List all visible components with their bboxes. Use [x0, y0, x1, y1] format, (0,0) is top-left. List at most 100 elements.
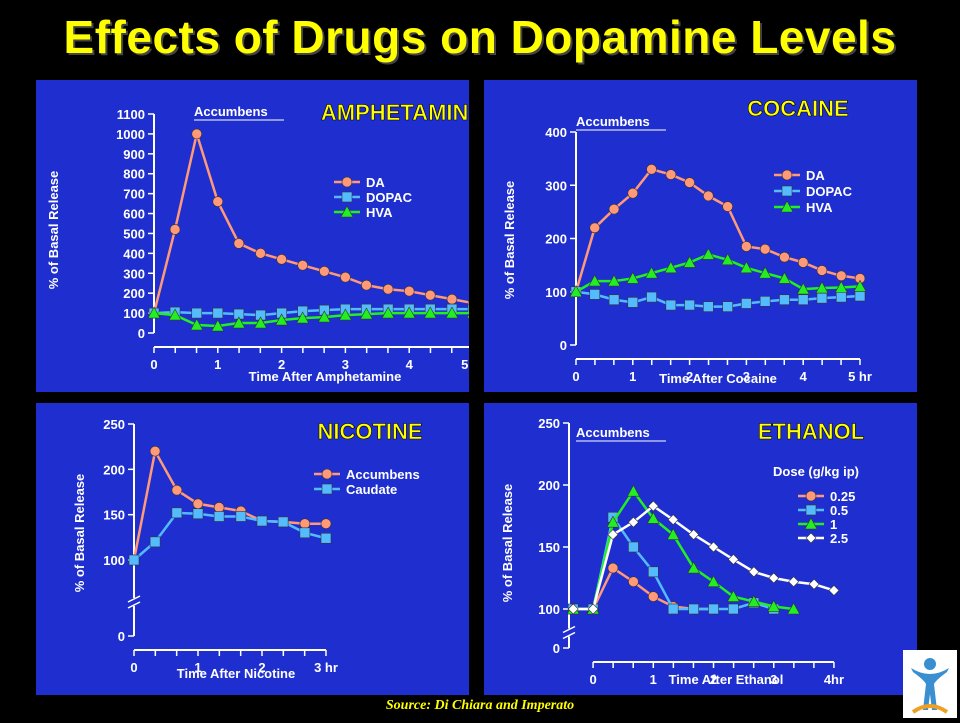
data-point: [688, 603, 699, 615]
data-point: [128, 554, 140, 566]
data-point: [319, 265, 330, 277]
legend-marker: [321, 483, 333, 495]
y-tick-label: 150: [103, 508, 125, 523]
data-point: [255, 248, 266, 259]
y-axis-label: % of Basal Release: [500, 484, 515, 603]
data-point: [701, 247, 715, 260]
data-point: [816, 265, 828, 276]
legend-item: HVA: [334, 205, 393, 220]
data-point: [779, 251, 790, 263]
source-caption: Source: Di Chiara and Imperato: [385, 698, 575, 713]
legend-item: Accumbens: [314, 467, 420, 482]
legend-label: Accumbens: [346, 467, 420, 482]
x-tick-label: 1: [194, 660, 201, 675]
data-point: [299, 527, 311, 539]
axis-break: [563, 628, 575, 637]
data-point: [726, 589, 740, 602]
data-point: [779, 294, 790, 306]
data-point: [797, 257, 809, 268]
series-caudate: [128, 507, 332, 566]
legend-label: HVA: [806, 200, 833, 215]
nicotine-chart: 0 1 2 3 hr 0 100 150 200 250 Time After Nicotine%…: [72, 417, 423, 681]
data-point: [277, 516, 289, 528]
data-point: [828, 584, 840, 596]
data-point: [627, 297, 639, 308]
x-tick-label: 1: [214, 357, 221, 372]
x-tick-label: 1: [629, 369, 636, 384]
data-point: [275, 313, 289, 326]
data-point: [703, 301, 714, 312]
data-point: [169, 224, 181, 235]
y-tick-label: 150: [538, 540, 560, 555]
axis-break: [128, 598, 140, 606]
y-tick-label: 0: [118, 629, 125, 644]
data-point: [853, 279, 867, 292]
data-point: [340, 271, 351, 283]
data-point: [212, 307, 224, 319]
y-tick-label: 300: [123, 266, 145, 281]
data-point: [168, 308, 182, 321]
data-point: [665, 169, 677, 180]
y-tick-label: 700: [123, 187, 145, 202]
data-point: [796, 282, 810, 295]
data-point: [647, 500, 659, 512]
data-point: [626, 484, 640, 497]
data-point: [402, 306, 416, 319]
data-point: [212, 196, 224, 207]
data-point: [606, 515, 620, 528]
series-da: [148, 128, 469, 319]
data-point: [191, 128, 203, 140]
data-point: [299, 518, 311, 530]
y-axis-label: % of Basal Release: [502, 181, 517, 300]
data-point: [191, 307, 203, 319]
axis-break-mark: [562, 631, 576, 640]
data-point: [607, 529, 619, 541]
legend-label: Caudate: [346, 482, 397, 497]
data-point: [423, 306, 437, 319]
data-point: [648, 566, 659, 578]
data-point: [608, 203, 620, 215]
x-tick-label: 4: [406, 357, 414, 372]
data-point: [297, 260, 308, 271]
data-point: [424, 289, 436, 301]
y-tick-label: 100: [538, 602, 560, 617]
x-tick-label: 5 hr: [848, 369, 872, 384]
legend-label: 1: [830, 517, 837, 532]
data-point: [589, 289, 601, 300]
data-point: [445, 306, 459, 319]
data-point: [446, 293, 458, 305]
data-point: [190, 318, 204, 331]
data-point: [628, 576, 639, 588]
data-point: [687, 561, 701, 574]
series-line: [153, 311, 469, 328]
legend-marker: [805, 504, 817, 516]
data-point: [835, 270, 847, 282]
data-point: [728, 603, 739, 615]
data-point: [727, 553, 739, 565]
legend-marker: [804, 517, 818, 530]
x-tick-label: 2: [258, 660, 265, 675]
ethanol-chart: 0 1 2 3 4hr 0 100 150 200 250 Time After Ethanol % …: [500, 416, 864, 687]
legend-marker: [341, 191, 353, 203]
data-point: [588, 274, 602, 287]
data-point: [192, 498, 204, 510]
amphetamine-chart: 0 1 2 3 4 5 hr 0 100 200 300 400 500 600 700 800 900 100…: [46, 100, 469, 384]
y-tick-label: 400: [123, 246, 145, 261]
data-point: [403, 285, 415, 297]
data-point: [768, 572, 780, 584]
x-axis-label: Time After Amphetamine: [249, 369, 402, 384]
data-point: [703, 190, 714, 202]
data-point: [149, 536, 161, 548]
series-hva: [147, 306, 469, 332]
data-point: [589, 222, 601, 234]
legend-title: Dose (g/kg ip): [773, 464, 859, 479]
y-tick-label: 300: [545, 178, 567, 193]
data-point: [835, 291, 847, 303]
legend-marker: [780, 200, 794, 213]
data-point: [233, 238, 245, 249]
legend-label: DA: [366, 175, 385, 190]
data-point: [665, 299, 677, 311]
data-point: [361, 279, 372, 291]
x-tick-label: 0: [589, 672, 596, 687]
data-point: [707, 575, 721, 588]
